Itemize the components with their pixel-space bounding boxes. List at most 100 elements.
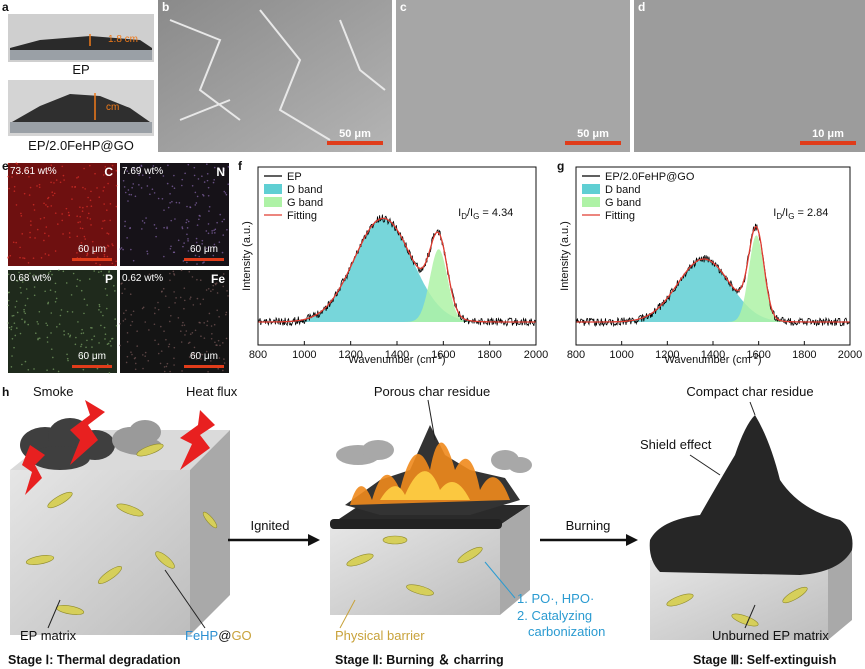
x-tick-label: 1400 <box>385 349 409 361</box>
map-dot <box>148 329 150 331</box>
map-dot <box>183 324 186 326</box>
map-dot <box>198 218 200 221</box>
map-dot <box>210 325 213 327</box>
map-dot <box>103 353 106 356</box>
map-dot <box>103 253 106 256</box>
map-dot <box>124 220 126 223</box>
annotation: carbonization <box>528 624 605 639</box>
map-dot <box>194 191 197 194</box>
map-dot <box>23 257 26 260</box>
map-dot <box>174 302 176 304</box>
map-dot <box>46 324 49 327</box>
map-dot <box>196 297 199 300</box>
map-dot <box>167 206 170 209</box>
annotation: EP matrix <box>20 628 77 643</box>
map-dot <box>45 322 47 325</box>
map-dot <box>72 272 75 275</box>
map-dot <box>168 320 171 323</box>
map-dot <box>76 278 79 281</box>
map-dot <box>54 290 57 293</box>
map-dot <box>79 215 82 218</box>
map-dot <box>120 247 123 249</box>
map-dot <box>183 299 186 302</box>
map-dot <box>213 243 216 246</box>
map-dot <box>188 341 191 344</box>
map-dot <box>163 209 165 211</box>
map-dot <box>179 330 182 333</box>
map-dot <box>100 324 102 327</box>
map-dot <box>13 322 16 324</box>
map-dot <box>149 193 151 196</box>
map-dot <box>146 185 149 187</box>
map-dot <box>168 306 170 309</box>
map-dot <box>202 298 205 301</box>
stage-caption: Stage Ⅱ: Burning ＆ charring <box>335 653 504 667</box>
map-dot <box>202 262 204 264</box>
map-dot <box>14 334 17 337</box>
map-dot <box>184 172 186 175</box>
element-map: 73.61 wt% C 60 μm <box>7 162 118 267</box>
scale-bar <box>184 258 224 261</box>
map-dot <box>138 166 141 168</box>
stage-caption: Stage Ⅲ: Self-extinguish <box>693 653 836 667</box>
map-dot <box>169 370 171 373</box>
map-dot <box>208 312 211 315</box>
annotation: Shield effect <box>640 437 712 452</box>
map-dot <box>112 244 114 247</box>
map-dot <box>205 247 208 250</box>
map-dot <box>62 233 64 235</box>
map-dot <box>54 300 57 303</box>
map-dot <box>96 187 98 189</box>
map-dot <box>168 343 171 346</box>
map-dot <box>170 219 173 222</box>
map-dot <box>43 216 46 219</box>
map-dot <box>80 343 83 346</box>
map-dot <box>76 235 79 238</box>
map-dot <box>106 167 108 170</box>
map-dot <box>163 226 165 229</box>
map-dot <box>19 256 21 259</box>
map-dot <box>213 178 215 181</box>
map-dot <box>63 333 66 336</box>
map-dot <box>103 250 106 253</box>
map-dot <box>23 170 26 172</box>
map-dot <box>214 228 217 231</box>
map-dot <box>13 190 16 192</box>
map-dot <box>53 192 56 195</box>
heat-flux <box>70 400 105 465</box>
map-dot <box>85 346 87 349</box>
map-dot <box>199 353 202 356</box>
map-dot <box>174 218 176 220</box>
map-dot <box>104 338 106 340</box>
cube-front <box>330 525 500 615</box>
x-tick-label: 1000 <box>292 349 316 361</box>
map-dot <box>59 181 62 184</box>
map-dot <box>129 293 132 295</box>
map-dot <box>47 197 49 200</box>
map-dot <box>90 190 92 193</box>
label-part: ) <box>758 354 762 366</box>
map-dot <box>167 164 169 167</box>
filler <box>666 586 808 627</box>
map-dot <box>223 168 225 170</box>
map-dot <box>157 301 159 304</box>
legend-label: EP <box>287 171 302 183</box>
map-dot <box>67 211 70 214</box>
map-dot <box>223 362 226 364</box>
map-dot <box>115 169 118 172</box>
map-dot <box>119 322 121 325</box>
x-tick-label: 1000 <box>609 349 633 361</box>
map-dot <box>181 184 183 187</box>
map-dot <box>166 362 169 365</box>
label-part: ) <box>442 354 446 366</box>
map-dot <box>169 201 171 204</box>
map-dot <box>222 273 225 275</box>
element-label: C <box>104 165 113 179</box>
map-dot <box>130 193 133 196</box>
map-dot <box>185 330 188 332</box>
legend-label: G band <box>605 197 641 209</box>
map-dot <box>111 243 113 245</box>
map-dot <box>207 232 210 235</box>
map-dot <box>193 346 196 349</box>
map-dot <box>54 250 57 252</box>
